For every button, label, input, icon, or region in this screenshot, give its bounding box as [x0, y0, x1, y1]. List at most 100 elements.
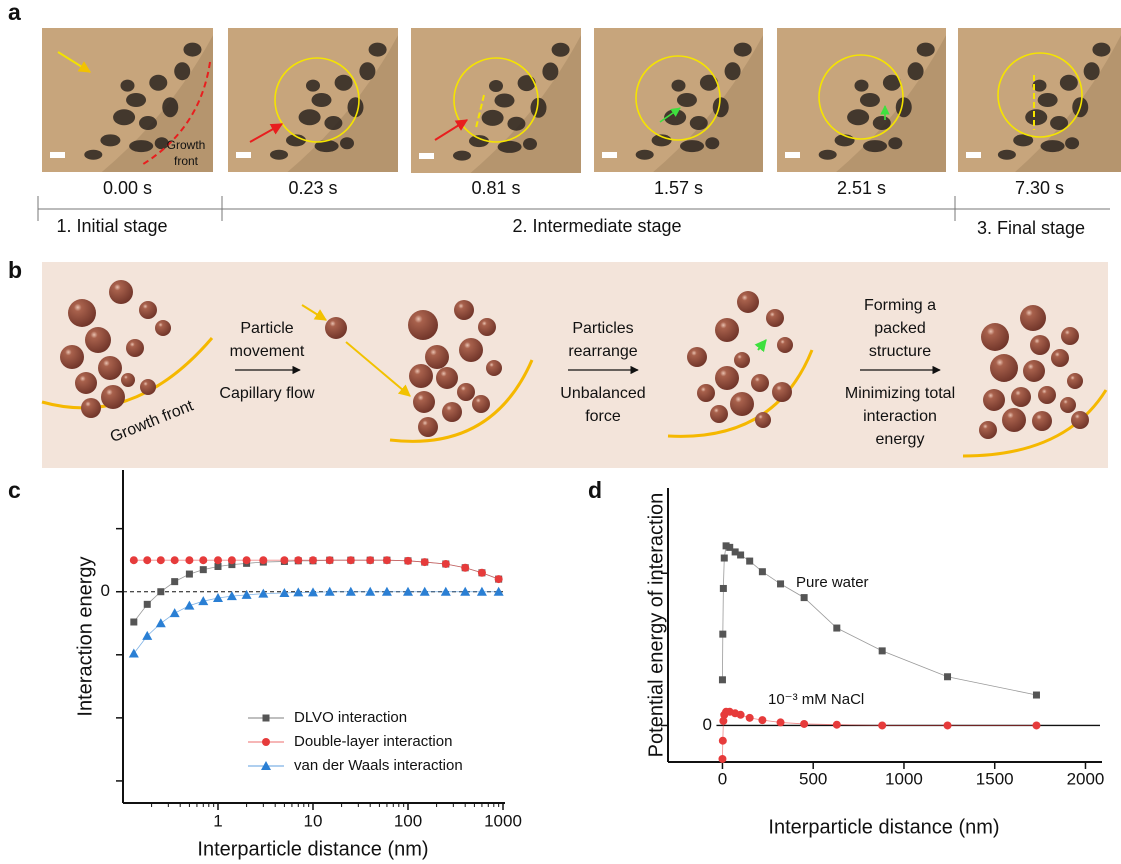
data-point [833, 721, 841, 729]
data-point [129, 649, 139, 658]
particle-cluster [270, 150, 288, 160]
particle [101, 385, 125, 409]
data-point [944, 721, 952, 729]
step-text: energy [876, 431, 925, 448]
data-point [800, 720, 808, 728]
stage-label: 2. Intermediate stage [512, 216, 681, 236]
particle-cluster [1060, 75, 1078, 91]
particle [1051, 349, 1069, 367]
data-point [130, 556, 138, 564]
data-point [214, 556, 222, 564]
y-axis-title: Potential energy of interaction [645, 493, 667, 758]
data-point [801, 594, 808, 601]
particle-cluster [690, 116, 708, 130]
data-point [243, 556, 251, 564]
particle [1061, 327, 1079, 345]
particle-cluster [149, 75, 167, 91]
data-point [478, 569, 486, 577]
particle [126, 339, 144, 357]
data-point [719, 737, 727, 745]
particle-cluster [335, 75, 353, 91]
particle [60, 345, 84, 369]
particle [979, 421, 997, 439]
data-point [833, 625, 840, 632]
x-axis-title: Interparticle distance (nm) [197, 838, 428, 860]
particle [140, 379, 156, 395]
particle-cluster [896, 97, 912, 117]
particle-cluster [126, 93, 146, 107]
data-point [259, 556, 267, 564]
data-point [746, 714, 754, 722]
scale-bar [236, 152, 251, 158]
data-point [495, 575, 503, 583]
particle-cluster [482, 110, 504, 126]
particle [1067, 373, 1083, 389]
panel-b: Growth front ParticlemovementCapillary f… [42, 262, 1108, 468]
particle [1060, 397, 1076, 413]
series-line [722, 712, 1036, 759]
particle [85, 327, 111, 353]
data-point [1032, 721, 1040, 729]
step-text: Minimizing total [845, 385, 955, 402]
particle-cluster [725, 62, 741, 80]
step-text: force [585, 408, 621, 425]
particle-cluster [1025, 109, 1047, 125]
particle-cluster [507, 117, 525, 131]
stage-label: 3. Final stage [977, 218, 1085, 238]
step-text: Unbalanced [560, 385, 645, 402]
y-tick-label: 0 [703, 715, 712, 734]
data-point [477, 587, 487, 596]
data-point [721, 555, 728, 562]
time-label: 7.30 s [1015, 178, 1064, 198]
legend-label: van der Waals interaction [294, 757, 463, 774]
particle-cluster [113, 109, 135, 125]
panel-background [42, 262, 1108, 468]
particle-cluster [672, 80, 686, 92]
particle [1038, 386, 1056, 404]
particle-cluster [299, 109, 321, 125]
step-text: Forming a [864, 297, 936, 314]
particle [1020, 305, 1046, 331]
data-point [309, 556, 317, 564]
data-point [143, 556, 151, 564]
particle-cluster [1065, 137, 1079, 149]
data-point [184, 601, 194, 610]
data-point [777, 580, 784, 587]
particle-cluster [917, 43, 935, 57]
particle-cluster [860, 93, 880, 107]
particle [109, 280, 133, 304]
particle-cluster [498, 141, 522, 153]
particle [98, 356, 122, 380]
data-point [759, 568, 766, 575]
particle-cluster [359, 62, 375, 80]
data-point [442, 560, 450, 568]
series-label: Pure water [796, 574, 869, 591]
particle [1032, 411, 1052, 431]
y-tick-label: 0 [101, 581, 110, 600]
step-text: packed [874, 320, 926, 337]
particle [687, 347, 707, 367]
data-point [171, 556, 179, 564]
data-point [280, 556, 288, 564]
particle-cluster [100, 134, 120, 146]
particle [737, 291, 759, 313]
particle [409, 364, 433, 388]
particle-cluster [84, 150, 102, 160]
x-tick-label: 500 [799, 769, 827, 788]
data-point [200, 566, 207, 573]
time-label: 1.57 s [654, 178, 703, 198]
particle [139, 301, 157, 319]
step-text: Capillary flow [219, 385, 315, 402]
particle-cluster [1038, 93, 1058, 107]
legend-label: Double-layer interaction [294, 733, 452, 750]
data-point [228, 556, 236, 564]
particle [459, 338, 483, 362]
data-point [156, 618, 166, 627]
data-point [294, 556, 302, 564]
particle-cluster [713, 97, 729, 117]
particle [457, 383, 475, 401]
particle-cluster [121, 80, 135, 92]
particle [1071, 411, 1089, 429]
time-label: 0.81 s [471, 178, 520, 198]
data-point [263, 715, 270, 722]
